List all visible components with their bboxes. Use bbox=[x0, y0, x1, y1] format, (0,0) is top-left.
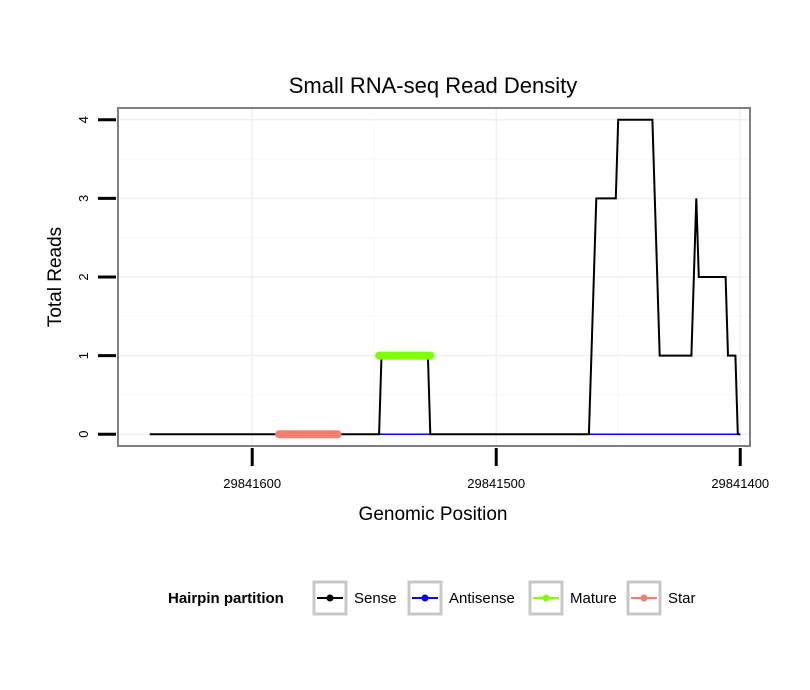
legend-key-dot bbox=[326, 594, 334, 602]
x-tick-label: 29841500 bbox=[467, 476, 525, 491]
y-axis: 0 1 2 3 4 bbox=[76, 116, 116, 438]
x-tick-label: 29841400 bbox=[711, 476, 769, 491]
y-axis-title: Total Reads bbox=[45, 227, 66, 327]
legend: Hairpin partition Sense Antisense Mature St… bbox=[168, 580, 696, 616]
legend-item-mature: Mature bbox=[528, 580, 617, 616]
x-axis: 29841600 29841500 29841400 bbox=[223, 448, 769, 491]
y-tick-label: 4 bbox=[76, 116, 91, 123]
legend-title: Hairpin partition bbox=[168, 590, 284, 607]
chart-title: Small RNA-seq Read Density bbox=[289, 73, 578, 98]
legend-key-dot bbox=[542, 594, 550, 602]
grid-lines bbox=[118, 108, 750, 446]
series-line-sense bbox=[149, 118, 741, 436]
legend-item-star: Star bbox=[626, 580, 696, 616]
y-tick-label: 2 bbox=[76, 273, 91, 280]
legend-key-dot bbox=[421, 594, 429, 602]
y-tick-label: 3 bbox=[76, 195, 91, 202]
legend-key-dot bbox=[640, 594, 648, 602]
y-tick-label: 1 bbox=[76, 352, 91, 359]
y-tick-label: 0 bbox=[76, 431, 91, 438]
legend-label: Star bbox=[668, 590, 696, 607]
x-tick-label: 29841600 bbox=[223, 476, 281, 491]
legend-label: Mature bbox=[570, 590, 617, 607]
legend-label: Sense bbox=[354, 590, 397, 607]
series-layer bbox=[149, 118, 741, 439]
legend-label: Antisense bbox=[449, 590, 515, 607]
panel-border bbox=[117, 107, 751, 447]
x-axis-title: Genomic Position bbox=[359, 504, 508, 525]
legend-item-antisense: Antisense bbox=[407, 580, 515, 616]
legend-item-sense: Sense bbox=[312, 580, 397, 616]
